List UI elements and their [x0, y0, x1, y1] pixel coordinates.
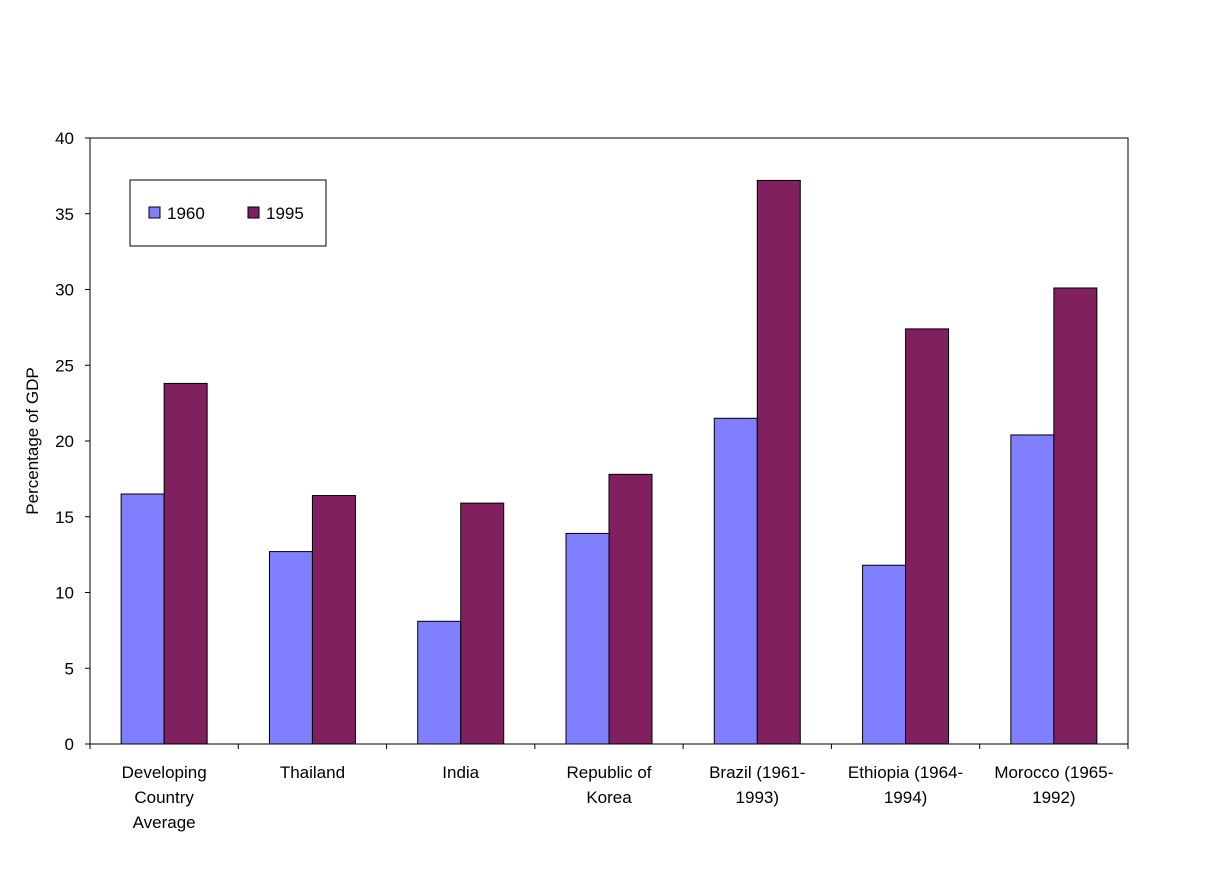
x-category-label-line: 1992) [1032, 788, 1075, 807]
legend: 1960 1995 [129, 179, 327, 247]
x-category-label-line: Ethiopia (1964- [848, 763, 963, 782]
bar-1960 [120, 493, 165, 745]
y-tick-label: 10 [55, 584, 74, 603]
x-category-label: Ethiopia (1964- 1994) [848, 763, 963, 807]
y-tick-label: 30 [55, 281, 74, 300]
legend-label-1995: 1995 [266, 204, 304, 223]
bar-1995 [1053, 287, 1098, 745]
bar-1960 [417, 620, 462, 745]
legend-box [129, 179, 327, 247]
x-category-label: Morocco (1965- 1992) [994, 763, 1113, 807]
legend-swatch-1995 [247, 206, 260, 219]
bar-1995 [905, 328, 950, 745]
bar-1995 [460, 502, 505, 745]
y-tick-label: 0 [65, 735, 74, 754]
bar-1995 [163, 382, 208, 745]
x-category-label-line: Republic of [566, 763, 651, 782]
bar-1995 [311, 495, 356, 745]
x-category-label: Republic of Korea [566, 763, 651, 807]
y-tick-label: 40 [55, 129, 74, 148]
y-tick-label: 15 [55, 508, 74, 527]
bar-1960 [268, 551, 313, 745]
x-category-label: Brazil (1961- 1993) [709, 763, 805, 807]
bars-group [120, 179, 1098, 745]
x-category-label-line: India [442, 763, 479, 782]
y-tick-label: 20 [55, 432, 74, 451]
axes-group: 0 5 10 15 20 25 30 35 40 Developing Country Average… [55, 129, 1129, 832]
bar-1960 [1010, 434, 1055, 745]
x-category-label-line: Developing [122, 763, 207, 782]
legend-label-1960: 1960 [167, 204, 205, 223]
bar-1960 [713, 417, 758, 745]
x-category-label-line: Morocco (1965- [994, 763, 1113, 782]
y-tick-label: 35 [55, 205, 74, 224]
x-category-label-line: 1993) [736, 788, 779, 807]
x-category-label-line: Thailand [280, 763, 345, 782]
y-axis-title: Percentage of GDP [23, 367, 42, 514]
x-category-label-line: Brazil (1961- [709, 763, 805, 782]
bar-1960 [565, 532, 610, 745]
x-category-label-line: Korea [586, 788, 632, 807]
x-category-label-line: Average [133, 813, 196, 832]
bar-1995 [756, 179, 801, 745]
x-category-label-line: Country [134, 788, 194, 807]
x-category-label-line: 1994) [884, 788, 927, 807]
bar-1995 [608, 473, 653, 745]
y-tick-label: 5 [65, 659, 74, 678]
bar-1960 [862, 564, 907, 745]
x-category-label: India [442, 763, 479, 782]
x-category-label: Developing Country Average [122, 763, 207, 832]
legend-swatch-1960 [148, 206, 161, 219]
y-tick-label: 25 [55, 356, 74, 375]
x-category-label: Thailand [280, 763, 345, 782]
